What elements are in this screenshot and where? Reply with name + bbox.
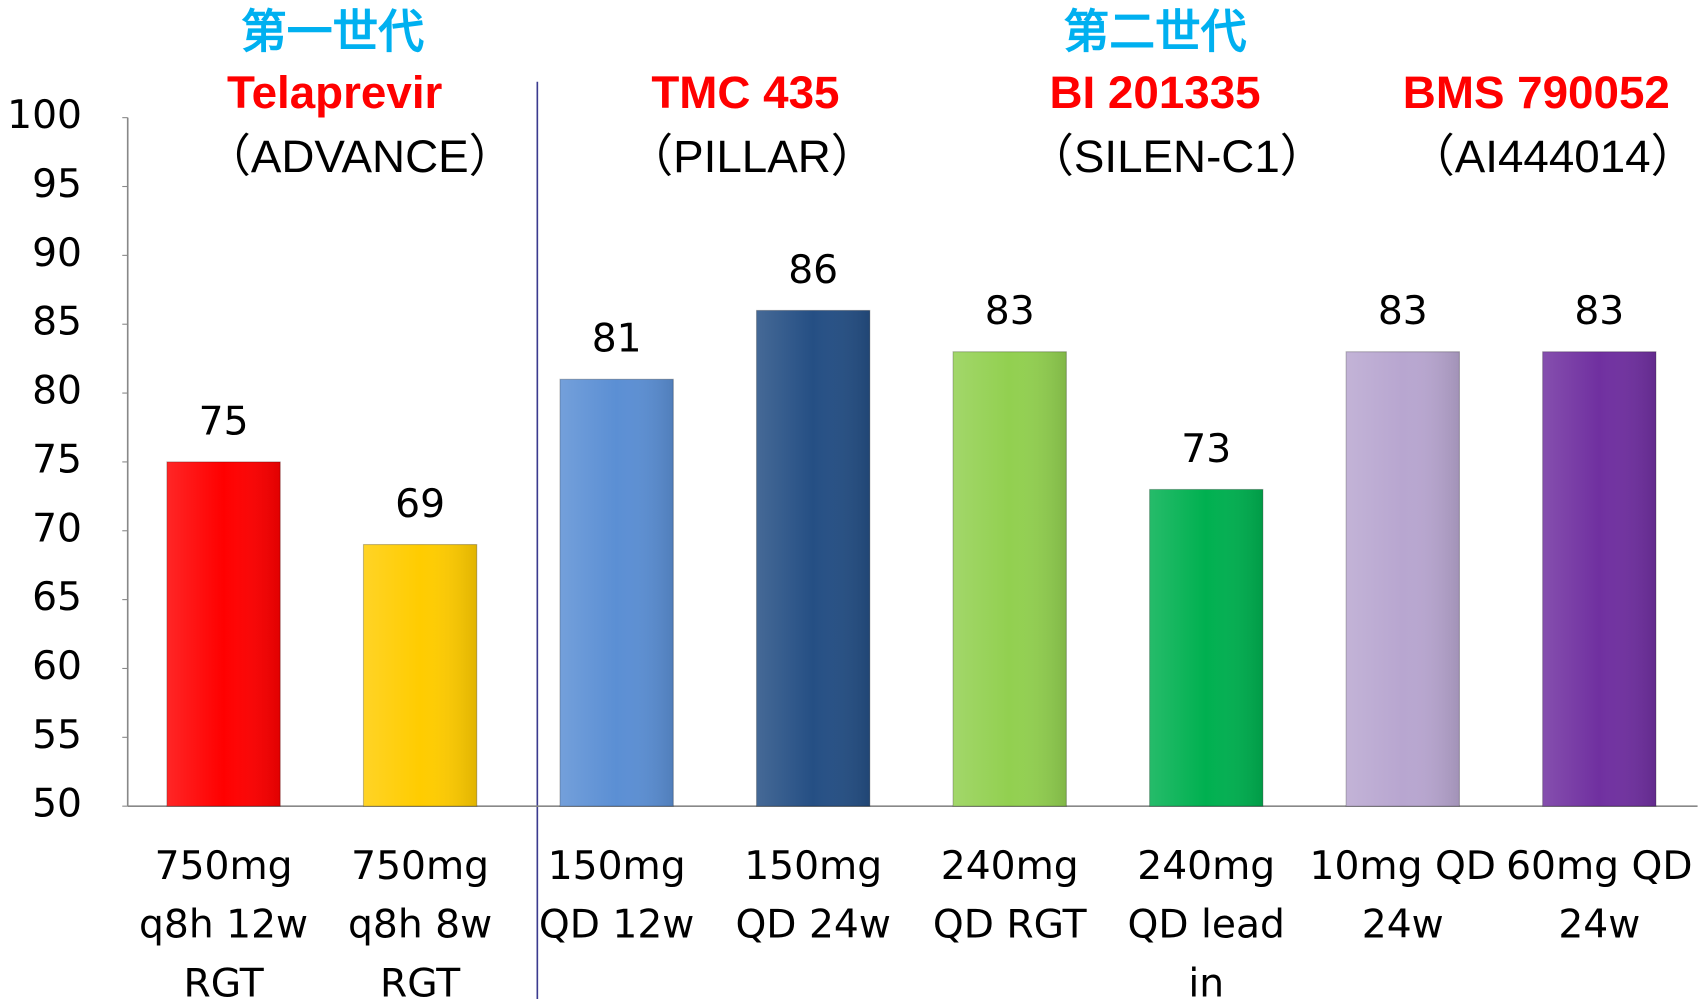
value-label: 73 <box>1181 427 1231 472</box>
x-tick-label: 60mg QD <box>1506 844 1692 889</box>
bar <box>362 543 478 807</box>
x-tick-label: 240mg <box>1137 844 1275 889</box>
bar <box>1542 351 1657 807</box>
bar <box>166 461 281 807</box>
trial-label: （SILEN-C1） <box>1028 131 1325 182</box>
value-label: 83 <box>1574 289 1624 334</box>
value-label: 69 <box>395 482 445 527</box>
y-tick-label: 70 <box>32 506 82 551</box>
bar <box>1345 351 1460 807</box>
trial-label: （PILLAR） <box>627 131 876 182</box>
x-tick-label: 24w <box>1362 903 1444 948</box>
x-tick-label: in <box>1188 961 1224 999</box>
drug-label: Telaprevir <box>227 67 442 118</box>
value-label: 75 <box>199 399 249 444</box>
y-tick-label: 80 <box>32 369 82 414</box>
x-tick-label: QD 24w <box>735 903 890 948</box>
trial-label: （ADVANCE） <box>205 131 514 182</box>
generation-label: 第二世代 <box>1064 5 1247 58</box>
x-tick-label: RGT <box>380 961 461 999</box>
y-tick-label: 50 <box>32 782 82 827</box>
y-tick-label: 55 <box>32 713 82 758</box>
x-tick-label: QD RGT <box>933 903 1088 948</box>
x-tick-label: 150mg <box>744 844 882 889</box>
bar <box>1149 488 1264 807</box>
y-tick-label: 90 <box>32 231 82 276</box>
value-label: 86 <box>788 248 838 293</box>
y-tick-label: 95 <box>32 162 82 207</box>
x-tick-label: QD lead <box>1128 903 1285 948</box>
x-tick-label: q8h 12w <box>139 903 308 948</box>
y-tick-label: 65 <box>32 575 82 620</box>
x-tick-label: 750mg <box>351 844 489 889</box>
value-label: 81 <box>592 317 642 362</box>
y-tick-label: 75 <box>32 437 82 482</box>
x-tick-label: q8h 8w <box>348 903 492 948</box>
bar <box>952 351 1067 807</box>
trial-label: （AI444014） <box>1409 131 1696 182</box>
x-tick-label: 750mg <box>155 844 293 889</box>
drug-label: BMS 790052 <box>1403 67 1670 118</box>
x-tick-label: RGT <box>183 961 264 999</box>
x-tick-label: 24w <box>1558 903 1640 948</box>
drug-label: BI 201335 <box>1049 67 1260 118</box>
drug-label: TMC 435 <box>651 67 839 118</box>
bar <box>755 309 871 807</box>
generation-label: 第一世代 <box>241 5 424 58</box>
value-label: 83 <box>985 289 1035 334</box>
bar <box>559 378 674 807</box>
y-tick-label: 85 <box>32 300 82 345</box>
x-tick-label: 150mg <box>548 844 686 889</box>
x-tick-label: 10mg QD <box>1310 844 1496 889</box>
x-tick-label: QD 12w <box>539 903 694 948</box>
y-tick-label: 60 <box>32 644 82 689</box>
y-tick-label: 100 <box>7 93 82 138</box>
value-label: 83 <box>1378 289 1428 334</box>
x-tick-label: 240mg <box>941 844 1079 889</box>
